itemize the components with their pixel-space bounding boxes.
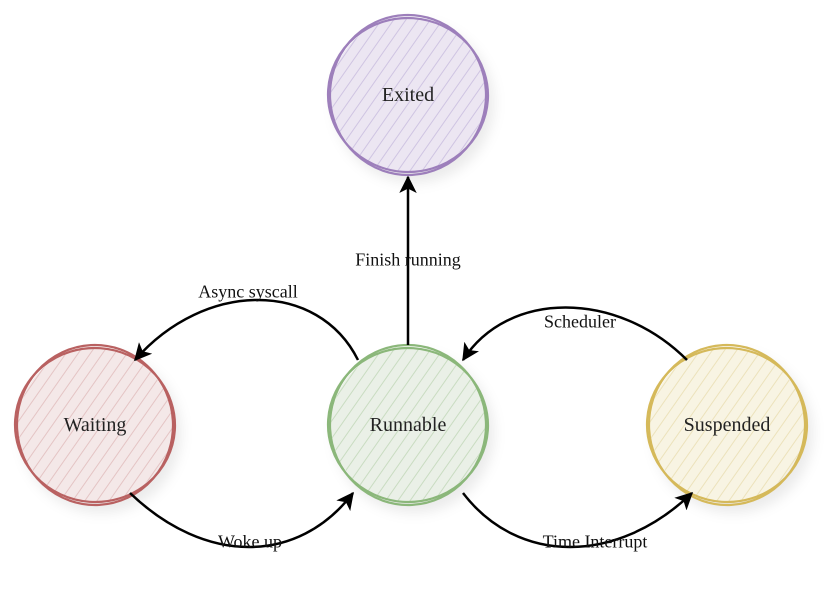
suspended-label: Suspended (684, 414, 771, 437)
edge-label-async: Async syscall (198, 282, 297, 303)
exited-label: Exited (382, 84, 434, 107)
edge-label-wokeup: Woke up (218, 532, 282, 553)
runnable-label: Runnable (370, 414, 447, 437)
edge-label-scheduler: Scheduler (544, 312, 616, 333)
edge-label-timeint: Time Interrupt (543, 532, 648, 553)
edge-label-finish: Finish running (355, 250, 461, 271)
waiting-label: Waiting (64, 414, 127, 437)
